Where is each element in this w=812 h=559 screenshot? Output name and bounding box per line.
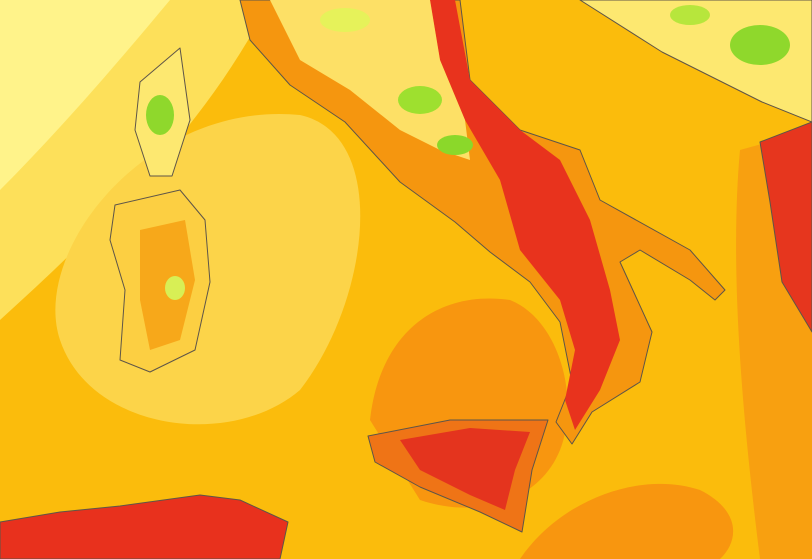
balkans	[759, 121, 812, 333]
green-patch	[730, 25, 790, 65]
warm-sea-zone	[520, 483, 734, 559]
green-patch	[670, 5, 710, 25]
tunisia	[0, 494, 289, 559]
green-patch	[398, 86, 442, 114]
lightest-zone	[0, 0, 170, 190]
cool-north-zone	[270, 0, 470, 160]
hot-ridge	[430, 0, 620, 430]
hot-patch	[400, 428, 530, 510]
green-patch	[165, 276, 185, 300]
green-patch	[320, 8, 370, 32]
green-patch	[146, 95, 174, 135]
green-patch	[437, 135, 473, 155]
